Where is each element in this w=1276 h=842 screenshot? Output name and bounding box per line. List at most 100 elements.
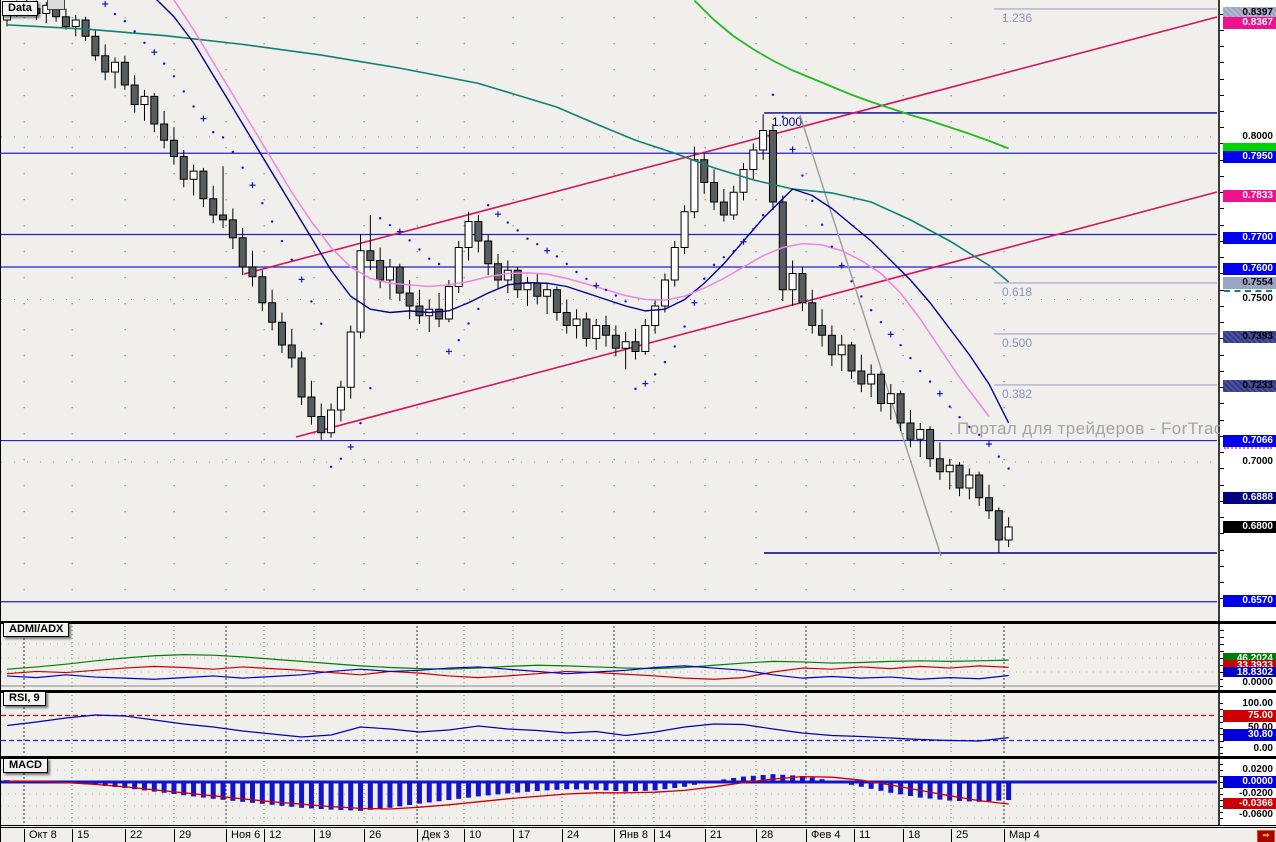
macd-hist-bar <box>348 782 354 811</box>
candle-body <box>248 266 257 278</box>
macd-hist-bar <box>790 775 796 782</box>
indicator-grids <box>23 626 1005 824</box>
candle-body <box>611 334 620 349</box>
axis-tick <box>1220 257 1224 259</box>
candle-body <box>651 305 660 326</box>
axis-tick <box>1220 62 1224 64</box>
panel-separator <box>1 690 1276 693</box>
candle-body <box>356 250 365 333</box>
candle-body <box>768 130 777 203</box>
axis-tick <box>1220 159 1224 161</box>
macd-hist-bar <box>682 782 688 787</box>
candle-body <box>994 510 1003 541</box>
candle-body <box>827 334 836 356</box>
candle-body <box>81 19 90 37</box>
sar-dot <box>663 360 667 364</box>
secondary-tab[interactable] <box>47 0 65 10</box>
candle-body <box>729 191 738 216</box>
candle-body <box>857 370 866 385</box>
candle-body <box>385 266 394 281</box>
time-axis-separator <box>654 829 655 842</box>
sar-dot <box>280 239 284 243</box>
sar-dot <box>565 262 568 266</box>
price-level-label: 0.7000 <box>1223 456 1276 468</box>
ma-pink-line <box>173 0 990 417</box>
fib-label: 0.382 <box>1002 387 1032 401</box>
axis-tick <box>1220 354 1224 356</box>
sar-dot <box>339 457 343 460</box>
axis-tick <box>1220 175 1224 177</box>
sar-dot <box>378 217 382 220</box>
sar-dot <box>457 338 460 342</box>
axis-tick <box>1220 192 1224 194</box>
trendline <box>295 191 1218 438</box>
axis-tick <box>1220 672 1224 673</box>
macd-hist-bar <box>397 782 403 807</box>
adx-panel-label-text: ADMI/ADX <box>9 623 64 635</box>
sar-dot <box>290 258 293 261</box>
macd-hist-bar <box>191 782 197 797</box>
time-axis-separator <box>513 829 514 842</box>
sar-dot <box>437 262 441 266</box>
candle-body <box>317 415 326 434</box>
axis-tick <box>1220 794 1224 795</box>
sar-dot <box>585 277 588 281</box>
axis-tick <box>1220 305 1224 307</box>
macd-hist-bar <box>436 782 442 802</box>
fib-label: 0.618 <box>1002 285 1032 299</box>
macd-panel-label[interactable]: MACD <box>3 758 48 773</box>
macd-hist-bar <box>593 782 599 790</box>
scroll-to-end-button[interactable]: ➡ <box>1257 830 1275 842</box>
macd-hist-bar <box>181 782 187 796</box>
time-axis-separator <box>951 829 952 842</box>
time-axis-label: 25 <box>956 829 969 841</box>
price-axis[interactable]: 0.8397 0.8367 0.8000 0.7950 0.7833 0.7700 0.76… <box>1220 0 1276 825</box>
price-level-label: 0.6570 <box>1223 595 1276 607</box>
sar-dot <box>860 295 863 298</box>
price-level-label: 0.7950 <box>1223 151 1276 163</box>
axis-tick <box>1220 322 1224 324</box>
time-axis-label: 28 <box>761 829 774 841</box>
macd-hist-bar <box>642 782 648 791</box>
sar-dot <box>270 220 274 223</box>
macd-layer <box>1 769 1217 819</box>
macd-hist-bar <box>200 782 206 798</box>
time-axis-label: 26 <box>369 829 382 841</box>
candle-body <box>582 318 591 339</box>
trendline <box>799 114 942 557</box>
axis-tick <box>1220 13 1224 15</box>
sar-dot <box>919 369 922 373</box>
time-axis[interactable]: Окт 8 15 22 29 Ноя 6 12 19 26 Дек 3 10 17 24 Янв 8 14… <box>1 829 1276 842</box>
sar-dot <box>467 322 470 325</box>
sar-dot <box>369 386 372 390</box>
data-tab[interactable]: Data <box>2 1 38 16</box>
rsi-panel-label[interactable]: RSI, 9 <box>3 691 46 706</box>
candle-body <box>209 198 218 216</box>
time-axis-label: 22 <box>130 829 143 841</box>
macd-hist-bar <box>279 782 285 806</box>
macd-hist-bar <box>132 782 138 790</box>
sar-dot <box>634 387 637 391</box>
macd-hist-bar <box>338 782 344 810</box>
ma-teal <box>6 24 1010 283</box>
axis-tick <box>1220 46 1224 47</box>
price-level-label: 0.6800 <box>1223 521 1276 533</box>
axis-border-line <box>1 827 1276 828</box>
macd-hist-bar <box>799 776 805 782</box>
adx-panel-label[interactable]: ADMI/ADX <box>3 622 70 637</box>
grid-dots <box>1 17 1217 591</box>
candle-body <box>592 324 601 339</box>
macd-hist-bar <box>151 782 157 792</box>
axis-tick <box>1220 78 1224 80</box>
adx-value-label: 18.8302 <box>1223 667 1276 679</box>
macd-hist-bar <box>750 775 756 782</box>
sar-dot <box>624 300 627 303</box>
candle-body <box>130 84 139 106</box>
candle-body <box>444 285 453 320</box>
ma-green-line <box>693 0 1009 150</box>
sar-dot <box>811 199 814 203</box>
horizontal-levels <box>1 152 1217 603</box>
macd-hist-bar <box>966 782 972 802</box>
macd-signal-line <box>7 775 1009 810</box>
